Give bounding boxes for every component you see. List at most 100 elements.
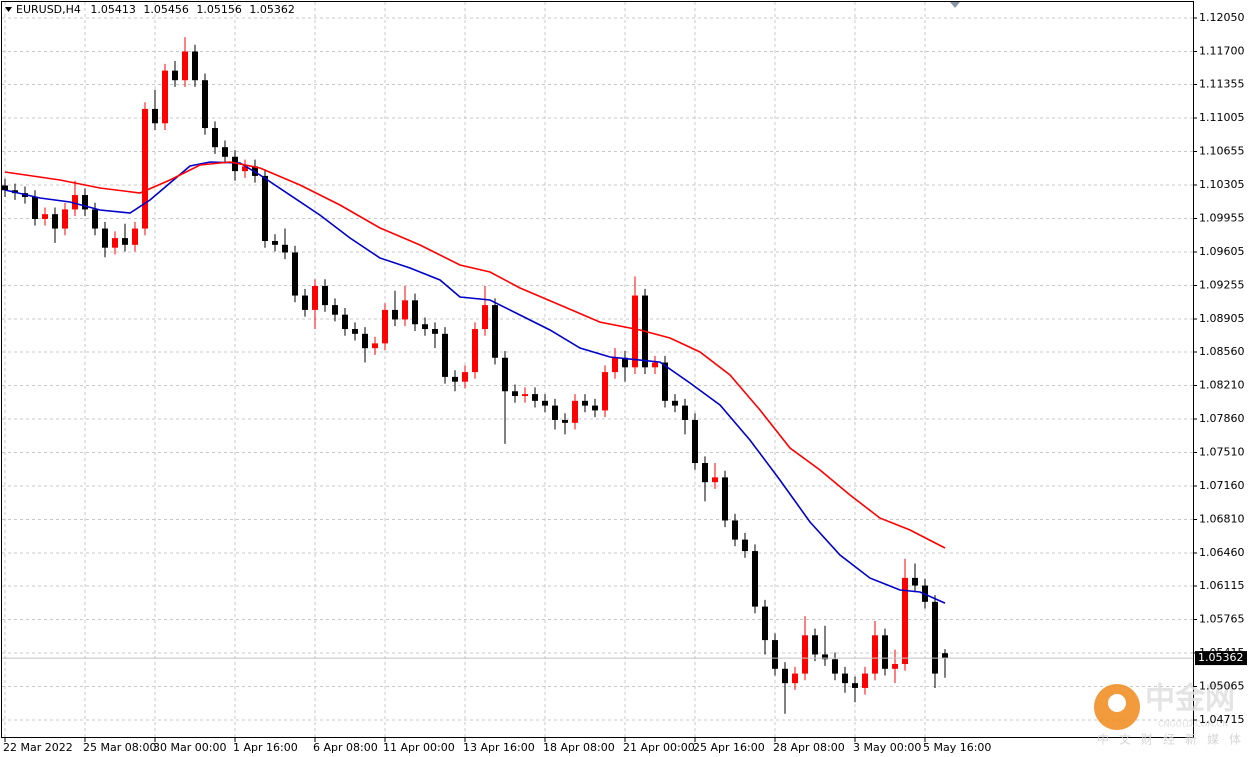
candle-body <box>352 329 358 334</box>
candle-body <box>292 252 298 296</box>
y-tick-label: 1.08560 <box>1199 345 1245 358</box>
candle-body <box>552 405 558 420</box>
header: EURUSD,H4 1.05413 1.05456 1.05156 1.0536… <box>5 3 295 16</box>
symbol: EURUSD,H4 <box>16 3 81 16</box>
candle-body <box>832 659 838 674</box>
header-high: 1.05456 <box>143 3 189 16</box>
y-tick-label: 1.11355 <box>1199 78 1245 91</box>
y-tick-label: 1.06810 <box>1199 512 1245 525</box>
watermark-slogan: 中文财经新媒体 <box>1097 732 1251 747</box>
candle-body <box>322 285 328 306</box>
candle-body <box>82 195 88 210</box>
candle-body <box>882 635 888 669</box>
watermark-logo-inner <box>1108 694 1126 712</box>
candle-body <box>362 333 368 349</box>
candle-body <box>32 196 38 219</box>
candle-body <box>382 309 388 344</box>
grid-layer <box>2 2 1193 738</box>
candle-body <box>162 70 168 124</box>
candle-body <box>522 394 528 397</box>
price-label-box <box>1195 651 1247 666</box>
candle-body <box>412 300 418 325</box>
x-tick-label: 3 May 00:00 <box>853 741 921 754</box>
x-tick-label: 25 Mar 08:00 <box>83 741 156 754</box>
price-label: 1.05362 <box>1198 651 1244 664</box>
candle-body <box>722 477 728 521</box>
candle-body <box>472 329 478 373</box>
y-tick-label: 1.08210 <box>1199 379 1245 392</box>
candle-body <box>62 209 68 229</box>
candle-body <box>392 309 398 320</box>
y-tick-label: 1.09605 <box>1199 245 1245 258</box>
candle-body <box>892 664 898 669</box>
candle-body <box>742 539 748 552</box>
candle-body <box>482 305 488 330</box>
y-tick-label: 1.11700 <box>1199 44 1245 57</box>
x-tick-label: 28 Apr 08:00 <box>773 741 845 754</box>
candle-body <box>562 419 568 423</box>
candle-body <box>712 477 718 483</box>
header-low: 1.05156 <box>196 3 242 16</box>
candle-body <box>332 305 338 315</box>
candle-body <box>212 128 218 148</box>
candle-body <box>542 400 548 406</box>
candle-body <box>302 295 308 310</box>
candle-body <box>752 551 758 607</box>
watermark-site: CNGOLD.COM.CN <box>1158 720 1228 729</box>
candle-body <box>42 214 48 219</box>
candle-body <box>142 108 148 229</box>
candle-body <box>652 362 658 368</box>
plot-layer <box>2 37 948 714</box>
candle-body <box>452 376 458 382</box>
header-text: EURUSD,H4 1.05413 1.05456 1.05156 1.0536… <box>16 3 295 16</box>
candle-body <box>422 324 428 330</box>
candle-body <box>902 577 908 665</box>
candle-body <box>772 640 778 669</box>
x-tick-label: 30 Mar 00:00 <box>153 741 226 754</box>
x-tick-label: 1 Apr 16:00 <box>233 741 298 754</box>
candle-body <box>612 357 618 373</box>
candle-body <box>72 195 78 210</box>
candle-body <box>102 228 108 248</box>
candle-body <box>262 175 268 241</box>
candle-body <box>942 653 948 659</box>
watermark-logo-text: 中金网 <box>1145 682 1235 717</box>
y-tick-label: 1.09255 <box>1199 278 1245 291</box>
x-tick-label: 6 Apr 08:00 <box>313 741 378 754</box>
candle-body <box>182 51 188 81</box>
candle-body <box>812 635 818 655</box>
candle-body <box>862 673 868 688</box>
x-tick-label: 22 Mar 2022 <box>3 741 73 754</box>
candle-body <box>692 419 698 464</box>
y-tick-label: 1.05765 <box>1199 613 1245 626</box>
candle-body <box>762 606 768 641</box>
shift-marker <box>950 2 960 8</box>
candle-body <box>232 156 238 172</box>
candle-body <box>192 51 198 81</box>
candle-body <box>242 166 248 172</box>
candle-body <box>92 209 98 229</box>
candle-body <box>852 683 858 688</box>
y-tick-label: 1.09955 <box>1199 212 1245 225</box>
candle-body <box>602 372 608 411</box>
candle-body <box>222 147 228 157</box>
x-tick-label: 13 Apr 16:00 <box>463 741 535 754</box>
y-tick-label: 1.07860 <box>1199 412 1245 425</box>
y-tick-label: 1.10655 <box>1199 145 1245 158</box>
moving-average <box>4 161 946 549</box>
x-tick-label: 5 May 16:00 <box>923 741 991 754</box>
candle-body <box>122 238 128 245</box>
candle-body <box>732 520 738 540</box>
candle-body <box>402 300 408 320</box>
header-close: 1.05362 <box>249 3 295 16</box>
candle-body <box>682 405 688 420</box>
moving-average <box>4 161 946 604</box>
candle-body <box>912 577 918 586</box>
x-tick-label: 25 Apr 16:00 <box>693 741 765 754</box>
y-tick-label: 1.05065 <box>1199 680 1245 693</box>
candle-body <box>632 295 638 368</box>
candle-body <box>582 400 588 406</box>
candle-body <box>532 394 538 401</box>
x-tick-label: 21 Apr 00:00 <box>623 741 695 754</box>
